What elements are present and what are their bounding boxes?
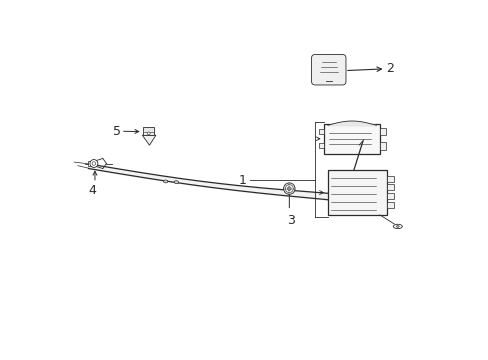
Text: 4: 4: [88, 184, 96, 197]
Ellipse shape: [174, 181, 178, 184]
FancyBboxPatch shape: [311, 54, 346, 85]
Ellipse shape: [92, 162, 96, 165]
Bar: [143, 127, 154, 135]
Ellipse shape: [283, 183, 294, 194]
Bar: [379, 142, 386, 149]
Ellipse shape: [90, 159, 98, 167]
Bar: [386, 202, 393, 208]
Text: 3: 3: [286, 214, 294, 227]
Bar: [386, 184, 393, 190]
Text: 5: 5: [113, 125, 121, 138]
Bar: [324, 123, 379, 154]
Bar: [318, 143, 324, 148]
Text: 1: 1: [238, 174, 246, 186]
Text: 2: 2: [386, 62, 393, 75]
Bar: [386, 193, 393, 199]
Ellipse shape: [147, 132, 150, 135]
Bar: [379, 128, 386, 135]
Ellipse shape: [163, 180, 167, 183]
Ellipse shape: [287, 187, 290, 190]
Bar: [318, 129, 324, 134]
Ellipse shape: [392, 224, 402, 229]
Bar: [327, 170, 386, 215]
Bar: [386, 176, 393, 182]
Bar: [88, 161, 93, 166]
Ellipse shape: [396, 226, 398, 227]
Polygon shape: [142, 135, 156, 145]
Ellipse shape: [285, 185, 293, 193]
